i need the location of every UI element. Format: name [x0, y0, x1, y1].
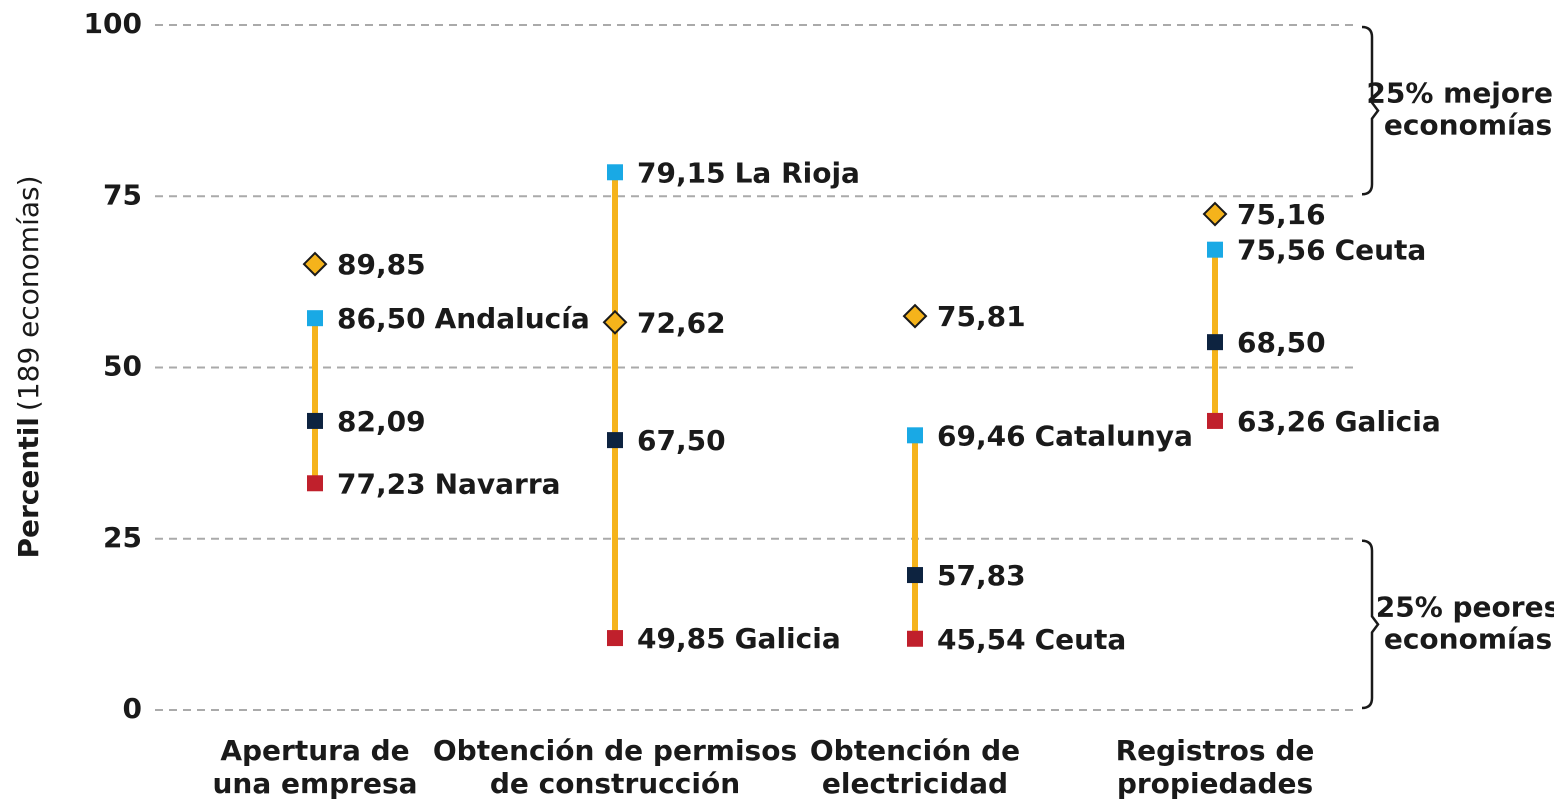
score-label: 67,50 [637, 424, 726, 457]
region-label: Ceuta [1335, 234, 1427, 267]
score-label: 75,81 [937, 300, 1026, 333]
square-marker [907, 567, 923, 584]
score-label: 82,09 [337, 405, 426, 438]
score-label: 79,15 [637, 156, 726, 189]
data-label: 79,15 La Rioja [637, 156, 860, 189]
score-label: 57,83 [937, 559, 1026, 592]
region-label: La Rioja [735, 156, 860, 189]
data-label: 69,46 Catalunya [937, 419, 1193, 452]
score-label: 45,54 [937, 623, 1026, 656]
square-marker [607, 432, 623, 449]
data-label: 86,50 Andalucía [337, 302, 590, 335]
region-label: Ceuta [1035, 623, 1127, 656]
bracket [1361, 25, 1380, 196]
data-label: 63,26 Galicia [1237, 405, 1441, 438]
diamond-marker [602, 309, 628, 335]
region-label: Navarra [435, 467, 561, 500]
data-label: 82,09 [337, 405, 426, 438]
data-label: 57,83 [937, 559, 1026, 592]
data-label: 49,85 Galicia [637, 622, 841, 655]
data-label: 45,54 Ceuta [937, 623, 1126, 656]
diamond-marker [1202, 201, 1228, 227]
y-tick-label: 25 [103, 521, 142, 554]
x-tick-label: Obtención de permisos [433, 734, 797, 767]
score-label: 86,50 [337, 302, 426, 335]
annotation: economías [1384, 622, 1552, 655]
x-tick-label: electricidad [822, 767, 1008, 800]
square-marker [307, 475, 323, 492]
data-label: 75,16 [1237, 198, 1326, 231]
x-tick-label: Registros de [1116, 734, 1315, 767]
diamond-marker [902, 303, 928, 329]
annotation: 25% mejores [1366, 77, 1554, 110]
square-marker [1207, 241, 1223, 258]
y-tick-label: 100 [84, 7, 142, 40]
data-label: 68,50 [1237, 326, 1326, 359]
data-label: 89,85 [337, 248, 426, 281]
square-marker [1207, 334, 1223, 351]
x-tick-label: Obtención de [810, 734, 1020, 767]
x-tick-label: una empresa [212, 767, 417, 800]
x-tick-label: de construcción [490, 767, 740, 800]
score-label: 63,26 [1237, 405, 1326, 438]
score-label: 75,16 [1237, 198, 1326, 231]
square-marker [907, 630, 923, 647]
data-label: 72,62 [637, 306, 726, 339]
x-tick-label: Apertura de [220, 734, 409, 767]
y-tick-label: 50 [103, 350, 142, 383]
region-label: Catalunya [1035, 419, 1193, 452]
data-label: 67,50 [637, 424, 726, 457]
y-axis-label-note: (189 economías) [12, 175, 45, 411]
y-axis-label-main: Percentil [12, 417, 45, 558]
square-marker [307, 412, 323, 429]
diamond-marker [302, 251, 328, 277]
data-label: 77,23 Navarra [337, 467, 561, 500]
score-label: 68,50 [1237, 326, 1326, 359]
square-marker [907, 427, 923, 444]
y-tick-label: 75 [103, 178, 142, 211]
data-label: 75,81 [937, 300, 1026, 333]
score-label: 77,23 [337, 467, 426, 500]
region-label: Galicia [735, 622, 841, 655]
region-label: Galicia [1335, 405, 1441, 438]
score-label: 89,85 [337, 248, 426, 281]
square-marker [307, 310, 323, 327]
score-label: 69,46 [937, 419, 1026, 452]
y-axis-label: Percentil (189 economías) [12, 175, 45, 558]
score-label: 72,62 [637, 306, 726, 339]
score-label: 49,85 [637, 622, 726, 655]
square-marker [607, 630, 623, 647]
region-label: Andalucía [435, 302, 590, 335]
annotation: economías [1384, 109, 1552, 142]
score-label: 75,56 [1237, 234, 1326, 267]
y-tick-label: 0 [123, 692, 142, 725]
square-marker [607, 164, 623, 181]
annotation: 25% peores [1376, 590, 1554, 623]
data-label: 75,56 Ceuta [1237, 234, 1426, 267]
bracket [1361, 539, 1380, 710]
square-marker [1207, 412, 1223, 429]
x-tick-label: propiedades [1117, 767, 1313, 800]
